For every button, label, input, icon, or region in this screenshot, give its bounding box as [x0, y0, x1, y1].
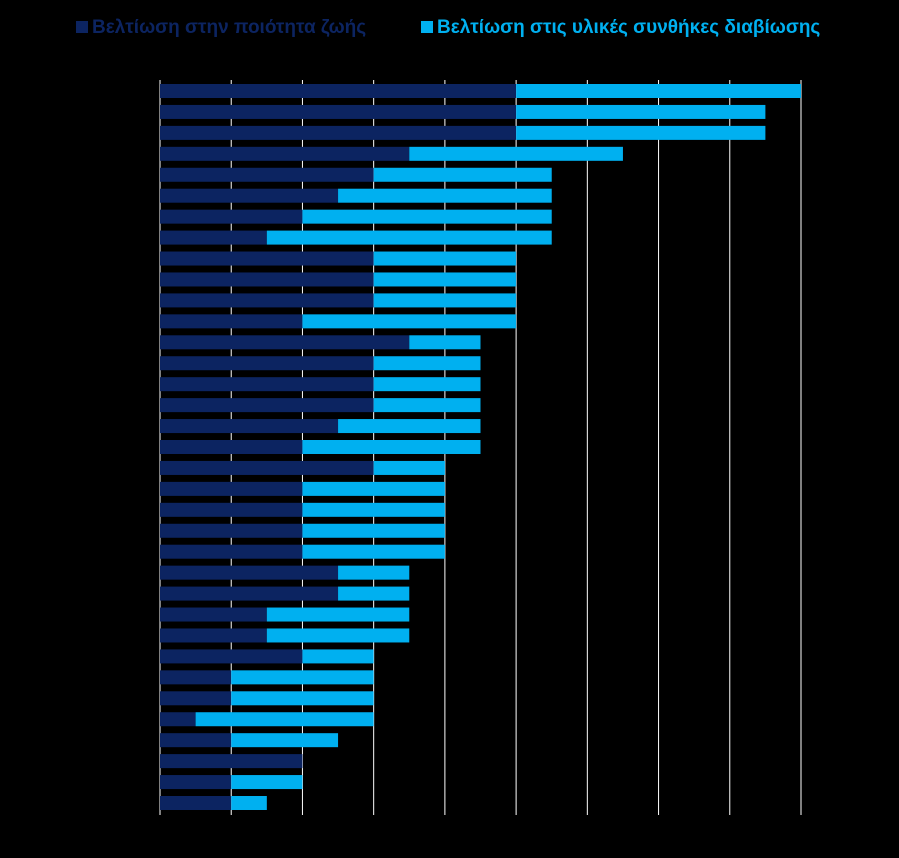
bar-segment	[160, 649, 303, 664]
bar-segment	[373, 460, 445, 475]
bar-segment	[302, 502, 445, 517]
bar-segment	[231, 733, 339, 748]
bar-segment	[338, 586, 410, 601]
bar-segment	[302, 314, 517, 329]
bar-segment	[160, 754, 303, 769]
bar-segment	[516, 125, 766, 140]
bar-segment	[160, 251, 374, 266]
legend-label: Βελτίωση στην ποιότητα ζωής	[92, 17, 366, 38]
bar-segment	[302, 523, 445, 538]
bar-segment	[160, 230, 267, 245]
bar-segment	[160, 586, 339, 601]
legend-swatch	[421, 21, 433, 33]
bar-segment	[160, 398, 374, 413]
bar-segment	[409, 146, 623, 161]
bar-segment	[373, 272, 517, 287]
bar-segment	[160, 565, 339, 580]
bar-segment	[160, 775, 232, 790]
bar-segment	[160, 419, 339, 434]
bar-segment	[302, 440, 481, 454]
bar-segment	[302, 481, 445, 496]
bar-segment	[338, 419, 481, 434]
bar-segment	[160, 502, 303, 517]
bar-segment	[231, 691, 374, 706]
bar-segment	[373, 356, 481, 371]
bar-segment	[160, 84, 517, 98]
bar-segment	[160, 335, 410, 350]
bar-segment	[409, 335, 481, 350]
bar-segment	[160, 544, 303, 559]
bar-segment	[338, 565, 410, 580]
bar-segment	[338, 188, 552, 203]
bar-segment	[160, 104, 517, 119]
bar-segment	[160, 314, 303, 329]
bar-segment	[266, 607, 410, 622]
bar-segment	[266, 230, 552, 245]
bar-segment	[373, 398, 481, 413]
bar-segment	[160, 628, 267, 643]
bar-segment	[231, 775, 303, 790]
bar-segment	[160, 125, 517, 140]
bar-segment	[302, 209, 552, 224]
bar-segment	[160, 691, 232, 706]
bar-segment	[160, 607, 267, 622]
legend-swatch	[76, 21, 88, 33]
bar-segment	[195, 712, 374, 727]
bar-segment	[160, 272, 374, 287]
bar-segment	[160, 167, 374, 182]
bar-segment	[516, 84, 801, 98]
bar-segment	[160, 460, 374, 475]
bar-segment	[302, 649, 374, 664]
bar-segment	[373, 167, 552, 182]
bar-segment	[160, 293, 374, 308]
bar-segment	[160, 712, 196, 727]
bar-segment	[373, 293, 517, 308]
bar-segment	[231, 670, 374, 685]
bar-segment	[160, 670, 232, 685]
bar-segment	[160, 733, 232, 748]
bar-segment	[160, 481, 303, 496]
bar-segment	[160, 188, 339, 203]
bar-segment	[160, 377, 374, 392]
bar-segment	[266, 628, 410, 643]
bar-segment	[516, 104, 766, 119]
bar-segment	[160, 523, 303, 538]
bar-segment	[160, 796, 232, 810]
bar-segment	[160, 146, 410, 161]
bar-segment	[302, 544, 445, 559]
legend-label: Βελτίωση στις υλικές συνθήκες διαβίωσης	[437, 17, 820, 38]
bar-segment	[373, 377, 481, 392]
bar-segment	[373, 251, 517, 266]
bar-segment	[160, 356, 374, 371]
bar-segment	[160, 440, 303, 454]
bar-segment	[160, 209, 303, 224]
bar-segment	[231, 796, 267, 810]
